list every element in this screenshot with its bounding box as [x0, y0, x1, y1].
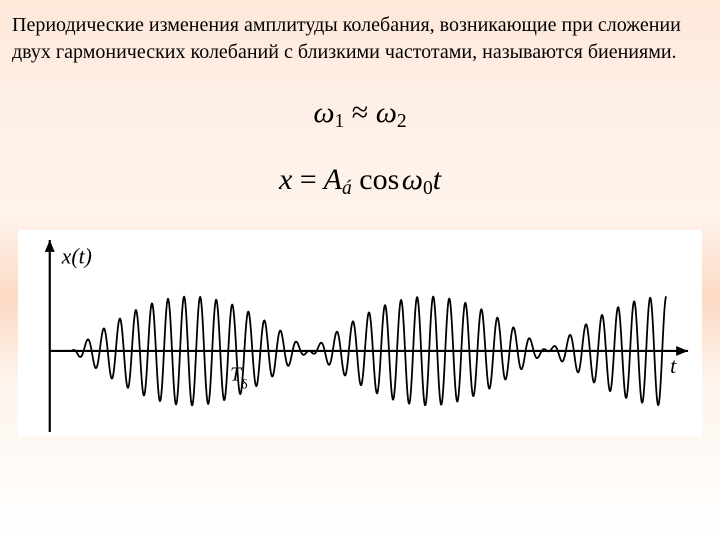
- svg-text:x(t): x(t): [61, 244, 92, 268]
- svg-text:t: t: [670, 354, 677, 378]
- f1-lhs-sub: 1: [335, 111, 345, 132]
- beats-svg: x(t)tTδ: [22, 234, 696, 432]
- f1-lhs-var: ω: [313, 96, 334, 129]
- definition-text: Периодические изменения амплитуды колеба…: [0, 0, 720, 66]
- formula-omega-approx: ω1 ≈ ω2: [0, 96, 720, 133]
- f2-fn: cos: [359, 163, 399, 196]
- f2-arg-var: ω: [402, 163, 423, 196]
- f2-arg-sub: 0: [423, 178, 433, 199]
- f1-rel: ≈: [352, 96, 368, 129]
- f2-arg-tail: t: [433, 163, 441, 196]
- f2-lhs: x: [279, 163, 292, 196]
- formula-x-equals: x = Aá cos ω0t: [0, 163, 720, 200]
- f2-amp: A: [324, 163, 342, 196]
- f2-amp-sub: á: [342, 178, 352, 199]
- beats-chart: x(t)tTδ: [18, 230, 702, 436]
- f2-eq: =: [300, 163, 317, 196]
- f1-rhs-sub: 2: [397, 111, 407, 132]
- f1-rhs-var: ω: [376, 96, 397, 129]
